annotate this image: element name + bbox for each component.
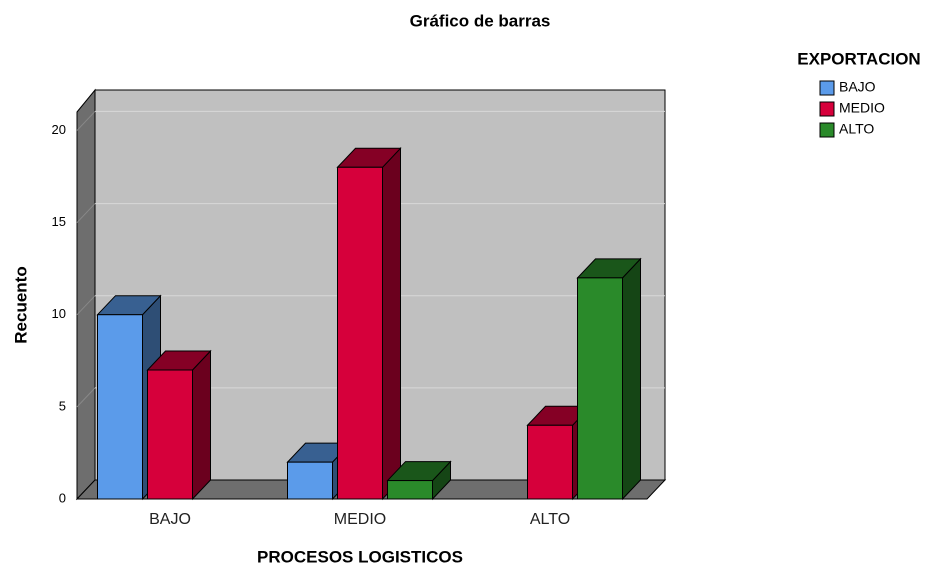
y-axis-label: Recuento (11, 266, 30, 343)
chart-title: Gráfico de barras (410, 11, 551, 30)
y-tick-label: 15 (52, 214, 66, 229)
legend-swatch (819, 80, 835, 96)
legend-swatch (819, 122, 835, 138)
bar (336, 147, 402, 501)
y-tick-label: 20 (52, 122, 66, 137)
bar-front (337, 166, 383, 500)
bar-front (387, 480, 433, 500)
bar (576, 257, 642, 501)
y-tick-label: 0 (59, 490, 66, 505)
x-tick-label: BAJO (149, 511, 191, 528)
grid-line (76, 387, 96, 408)
y-tick-label: 10 (52, 306, 66, 321)
bar-side (622, 257, 641, 501)
bar (386, 460, 452, 501)
bar (146, 349, 212, 501)
grid-line (76, 295, 96, 316)
x-axis-label: PROCESOS LOGISTICOS (257, 547, 463, 566)
legend-swatch (819, 101, 835, 117)
legend-label: BAJO (839, 79, 876, 95)
bar-front (577, 277, 623, 500)
side-wall (76, 88, 96, 501)
bar-front (97, 314, 143, 500)
bar-front (147, 369, 193, 500)
legend-title: EXPORTACION (797, 49, 920, 68)
y-tick-label: 5 (59, 398, 66, 413)
x-tick-label: MEDIO (334, 511, 386, 528)
bar-front (287, 461, 333, 500)
bar-side (382, 147, 401, 501)
x-tick-label: ALTO (530, 511, 570, 528)
legend-label: ALTO (839, 121, 874, 137)
legend-label: MEDIO (839, 100, 885, 116)
grid-line (76, 111, 96, 131)
bar-side (192, 349, 211, 501)
grid-line (76, 203, 96, 223)
bar-front (527, 424, 573, 500)
